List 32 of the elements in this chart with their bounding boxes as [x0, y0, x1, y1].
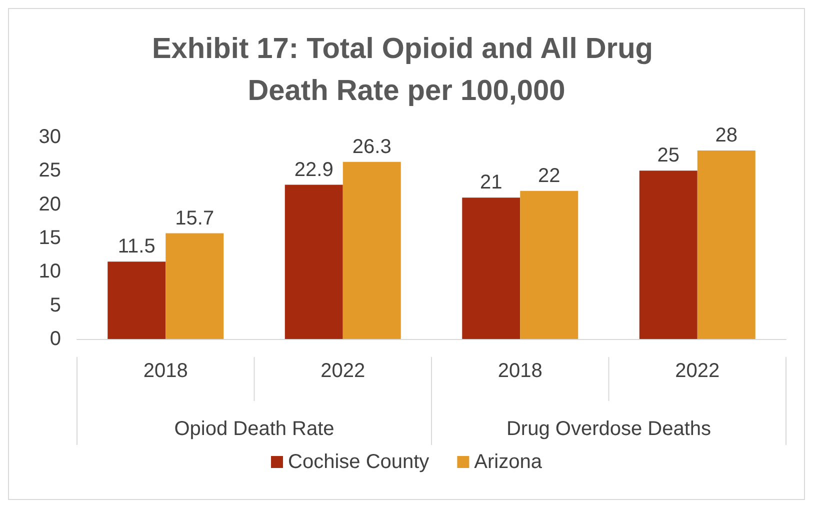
bar: [284, 184, 343, 339]
data-label: 21: [480, 172, 502, 194]
legend-label: Cochise County: [288, 451, 430, 473]
bar: [462, 198, 520, 339]
text: Opiod Death Rate: [174, 418, 334, 440]
y-tick-label: 15: [38, 227, 61, 249]
bar: [342, 162, 401, 339]
x-tick-label: 2022: [320, 360, 366, 382]
x-tick-label: 2018: [498, 360, 542, 382]
bar: [520, 190, 578, 339]
text: Drug Overdose Deaths: [506, 418, 712, 440]
data-label: 28: [715, 124, 738, 146]
y-tick-label: 10: [38, 260, 61, 283]
bar: [108, 262, 166, 339]
y-tick-label: 5: [50, 294, 61, 316]
bar: [639, 170, 698, 339]
data-label: 22: [538, 164, 560, 187]
y-tick-label: 20: [38, 193, 61, 216]
bar: [166, 233, 224, 339]
bar: [697, 150, 756, 339]
x-tick-label: 2018: [143, 360, 188, 382]
chart-title: Exhibit 17: Total Opioid and All Drug Death Rate per 100,000: [152, 33, 662, 107]
y-tick-label: 30: [38, 126, 61, 148]
data-label: 25: [657, 144, 680, 167]
x-tick-label: 2022: [675, 360, 720, 382]
data-label: 26.3: [352, 136, 392, 158]
y-tick-label: 25: [38, 160, 61, 182]
data-label: 15.7: [175, 207, 214, 230]
data-label: 11.5: [118, 236, 156, 258]
legend-label: Arizona: [474, 451, 543, 473]
y-tick-label: 0: [50, 328, 61, 350]
data-label: 22.9: [294, 158, 334, 181]
